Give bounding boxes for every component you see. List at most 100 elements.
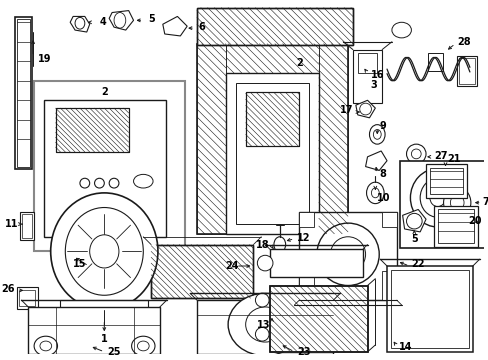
Ellipse shape — [443, 187, 470, 218]
Ellipse shape — [429, 189, 445, 207]
Bar — [390, 270, 468, 348]
Text: 16: 16 — [370, 70, 383, 80]
Polygon shape — [109, 10, 133, 30]
Ellipse shape — [273, 237, 285, 252]
Bar — [28, 307, 160, 354]
Text: 11: 11 — [5, 219, 19, 229]
Text: 17: 17 — [340, 105, 353, 115]
Text: 23: 23 — [297, 347, 310, 357]
Bar — [197, 8, 352, 45]
Text: 26: 26 — [1, 284, 15, 294]
Ellipse shape — [406, 144, 425, 164]
Bar — [56, 108, 128, 152]
Bar — [151, 244, 253, 298]
Text: 20: 20 — [467, 216, 481, 226]
Text: 2: 2 — [295, 58, 302, 68]
Ellipse shape — [391, 22, 410, 38]
Text: 18: 18 — [255, 239, 268, 249]
Ellipse shape — [131, 336, 155, 356]
Bar — [245, 93, 299, 146]
Bar — [61, 300, 148, 320]
Bar — [269, 285, 367, 352]
Text: 3: 3 — [370, 80, 376, 90]
Ellipse shape — [406, 213, 421, 229]
Text: 13: 13 — [256, 320, 269, 329]
Bar — [22, 214, 32, 238]
Bar — [299, 271, 313, 300]
Bar — [382, 212, 396, 227]
Ellipse shape — [257, 255, 272, 271]
Bar — [34, 81, 185, 251]
Text: 1: 1 — [101, 334, 107, 344]
Bar — [269, 285, 367, 352]
Bar — [456, 57, 476, 86]
Bar — [318, 44, 347, 234]
Text: 25: 25 — [107, 347, 121, 357]
Bar — [425, 164, 466, 198]
Bar — [197, 8, 352, 45]
Polygon shape — [70, 17, 89, 32]
Bar — [386, 266, 472, 352]
Bar — [299, 212, 396, 300]
Text: 22: 22 — [410, 259, 424, 269]
Ellipse shape — [366, 182, 383, 204]
Text: 9: 9 — [379, 121, 385, 131]
Text: 14: 14 — [398, 342, 411, 352]
Text: 15: 15 — [73, 259, 86, 269]
Bar — [15, 17, 32, 168]
Ellipse shape — [94, 178, 104, 188]
Text: 21: 21 — [447, 154, 460, 164]
Bar — [20, 291, 35, 306]
Polygon shape — [402, 210, 425, 232]
Bar — [427, 54, 442, 71]
Polygon shape — [365, 151, 386, 171]
Text: 2: 2 — [101, 87, 107, 98]
Text: 24: 24 — [225, 261, 238, 271]
Bar — [458, 58, 474, 84]
Bar — [352, 50, 382, 103]
Bar — [197, 44, 226, 234]
Text: 10: 10 — [377, 193, 390, 203]
Text: 27: 27 — [433, 151, 447, 161]
Bar — [437, 210, 473, 243]
Bar — [17, 19, 30, 167]
Ellipse shape — [80, 178, 89, 188]
Ellipse shape — [330, 237, 365, 272]
Text: 19: 19 — [38, 54, 51, 64]
Bar — [197, 44, 347, 234]
Bar — [269, 249, 362, 277]
Text: 28: 28 — [456, 37, 470, 47]
Bar — [20, 212, 34, 240]
Polygon shape — [163, 17, 187, 36]
Bar — [226, 44, 318, 73]
Ellipse shape — [65, 207, 143, 295]
Bar — [56, 108, 128, 152]
Text: 5: 5 — [148, 14, 155, 24]
Bar — [382, 271, 396, 300]
Bar — [235, 83, 308, 224]
Text: 4: 4 — [99, 17, 106, 27]
Ellipse shape — [255, 293, 268, 307]
Bar — [151, 244, 253, 298]
Ellipse shape — [89, 235, 119, 268]
Ellipse shape — [369, 125, 384, 144]
Text: 8: 8 — [379, 169, 386, 179]
Bar — [357, 54, 377, 73]
Ellipse shape — [109, 178, 119, 188]
Ellipse shape — [255, 328, 268, 341]
Text: 12: 12 — [297, 233, 310, 243]
Bar — [17, 288, 38, 309]
Bar — [433, 206, 477, 247]
Text: 6: 6 — [199, 22, 205, 32]
Bar — [44, 100, 165, 237]
Ellipse shape — [51, 193, 158, 310]
Bar — [226, 73, 318, 234]
Bar — [429, 167, 462, 194]
Ellipse shape — [228, 293, 302, 356]
Bar — [197, 300, 333, 354]
Polygon shape — [355, 100, 375, 118]
Ellipse shape — [133, 174, 153, 188]
Text: 7: 7 — [482, 197, 488, 207]
Text: 5: 5 — [410, 234, 417, 244]
Ellipse shape — [419, 178, 454, 217]
